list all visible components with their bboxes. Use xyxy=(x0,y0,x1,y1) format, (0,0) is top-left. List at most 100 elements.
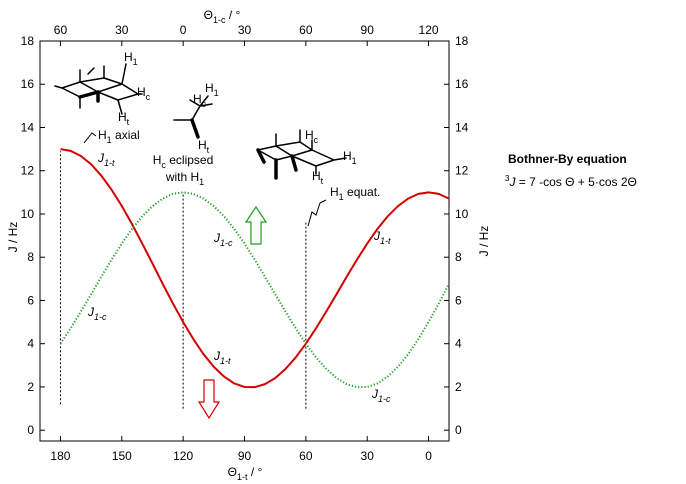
atom-label-sub: c xyxy=(202,99,207,109)
atom-label-main: H xyxy=(343,149,352,163)
leader xyxy=(83,132,97,144)
x-tick-label: 120 xyxy=(173,449,193,463)
atom-label-sub: 1 xyxy=(352,156,357,166)
y2-tick-label: 12 xyxy=(455,164,469,178)
atom-label-main: H xyxy=(305,128,314,142)
atom-label: Ht xyxy=(118,110,130,127)
curve-label-sub: 1-t xyxy=(380,236,391,246)
up-arrow xyxy=(244,205,268,245)
y-tick-label: 6 xyxy=(27,293,34,307)
annotation-main: with H xyxy=(165,170,199,184)
curve xyxy=(60,148,450,389)
annotation: with H1 xyxy=(165,170,204,187)
atom-label-sub: c xyxy=(314,135,319,145)
atom-label: Hc xyxy=(193,92,207,109)
x-axis-title: Θ1-t / ° xyxy=(228,465,263,482)
atom-label-sub: t xyxy=(127,117,130,127)
y2-tick-label: 16 xyxy=(455,77,469,91)
curve-label: J1-c xyxy=(87,305,107,322)
x2-tick-label: 30 xyxy=(115,23,129,37)
atom-label-main: H xyxy=(198,138,207,152)
curve-label-sub: 1-c xyxy=(220,238,233,248)
annotation-sub: 1 xyxy=(199,177,204,187)
leader xyxy=(307,199,327,227)
curve-label: J1-t xyxy=(213,349,231,366)
equation-title: Bothner-By equation xyxy=(508,152,627,166)
atom-label: Hc xyxy=(137,85,151,102)
x2-tick-label: 0 xyxy=(180,23,187,37)
curve-label-main: J xyxy=(97,151,105,165)
y-tick-label: 14 xyxy=(21,120,35,134)
x-tick-label: 0 xyxy=(425,449,432,463)
y-tick-label: 12 xyxy=(21,164,35,178)
y-tick-label: 4 xyxy=(27,337,34,351)
annotation-main: H xyxy=(330,185,339,199)
y2-tick-label: 6 xyxy=(455,293,462,307)
x2-tick-label: 60 xyxy=(54,23,68,37)
y-tick-label: 8 xyxy=(27,250,34,264)
annotation-main: H xyxy=(98,128,107,142)
x-tick-label: 180 xyxy=(50,449,70,463)
annotation-rest: axial xyxy=(112,128,140,142)
y-tick-label: 18 xyxy=(21,34,35,48)
curve-label-sub: 1-c xyxy=(378,394,391,404)
down-arrow xyxy=(197,379,221,420)
y2-tick-label: 4 xyxy=(455,337,462,351)
x-axis-title-main: Θ xyxy=(228,465,237,479)
annotation: Hc eclipsed xyxy=(153,153,214,170)
atom-label-main: H xyxy=(137,85,146,99)
annotation-rest: eclipsed xyxy=(166,153,213,167)
atom-label: Ht xyxy=(312,169,324,186)
atom-label-sub: c xyxy=(146,92,151,102)
x-axis-title-sub: 1-t xyxy=(237,472,248,482)
atom-label: Hc xyxy=(305,128,319,145)
atom-label: H1 xyxy=(343,149,357,166)
curve-label: J1-c xyxy=(371,387,391,404)
x-tick-label: 150 xyxy=(112,449,132,463)
x2-axis-title-main: Θ xyxy=(204,8,213,22)
molecule xyxy=(173,95,213,139)
atom-label: Ht xyxy=(198,138,210,155)
x2-tick-label: 60 xyxy=(299,23,313,37)
x2-axis-title: Θ1-c / ° xyxy=(204,8,241,25)
x2-axis-title-rest: / ° xyxy=(226,8,241,22)
x-tick-label: 90 xyxy=(238,449,252,463)
y-tick-label: 2 xyxy=(27,380,34,394)
atom-label-sub: 1 xyxy=(214,88,219,98)
y-axis-title: J / Hz xyxy=(6,222,20,253)
atom-label: H1 xyxy=(124,50,138,67)
y-tick-label: 10 xyxy=(21,207,35,221)
y2-tick-label: 10 xyxy=(455,207,469,221)
annotation-main: H xyxy=(153,153,162,167)
curve-label-main: J xyxy=(373,229,381,243)
atom-label-main: H xyxy=(124,50,133,64)
annotation-sub: 1 xyxy=(339,192,344,202)
x2-tick-label: 30 xyxy=(238,23,252,37)
curve-label-main: J xyxy=(371,387,379,401)
x2-axis-title-sub: 1-c xyxy=(213,15,226,25)
molecule xyxy=(54,63,143,115)
x-tick-label: 60 xyxy=(299,449,313,463)
curve-label: J1-t xyxy=(97,151,115,168)
annotation-sub: c xyxy=(161,160,166,170)
y2-tick-label: 2 xyxy=(455,380,462,394)
equation: 3J = 7 -cos Θ + 5·cos 2Θ xyxy=(505,174,637,189)
y2-tick-label: 18 xyxy=(455,34,469,48)
curve-label-main: J xyxy=(213,349,221,363)
curve-label-main: J xyxy=(87,305,95,319)
y-tick-label: 16 xyxy=(21,77,35,91)
curve-label-sub: 1-t xyxy=(104,158,115,168)
x2-tick-label: 90 xyxy=(361,23,375,37)
atom-label-main: H xyxy=(312,169,321,183)
annotation-rest: equat. xyxy=(344,185,381,199)
y2-tick-label: 14 xyxy=(455,120,469,134)
y-tick-label: 0 xyxy=(27,423,34,437)
annotation-sub: 1 xyxy=(107,135,112,145)
molecule xyxy=(256,129,347,180)
y2-axis-title: J / Hz xyxy=(477,226,491,257)
curve-label: J1-t xyxy=(373,229,391,246)
curve-label-sub: 1-t xyxy=(220,356,231,366)
x-axis-title-rest: / ° xyxy=(248,465,263,479)
atom-label-sub: t xyxy=(207,145,210,155)
